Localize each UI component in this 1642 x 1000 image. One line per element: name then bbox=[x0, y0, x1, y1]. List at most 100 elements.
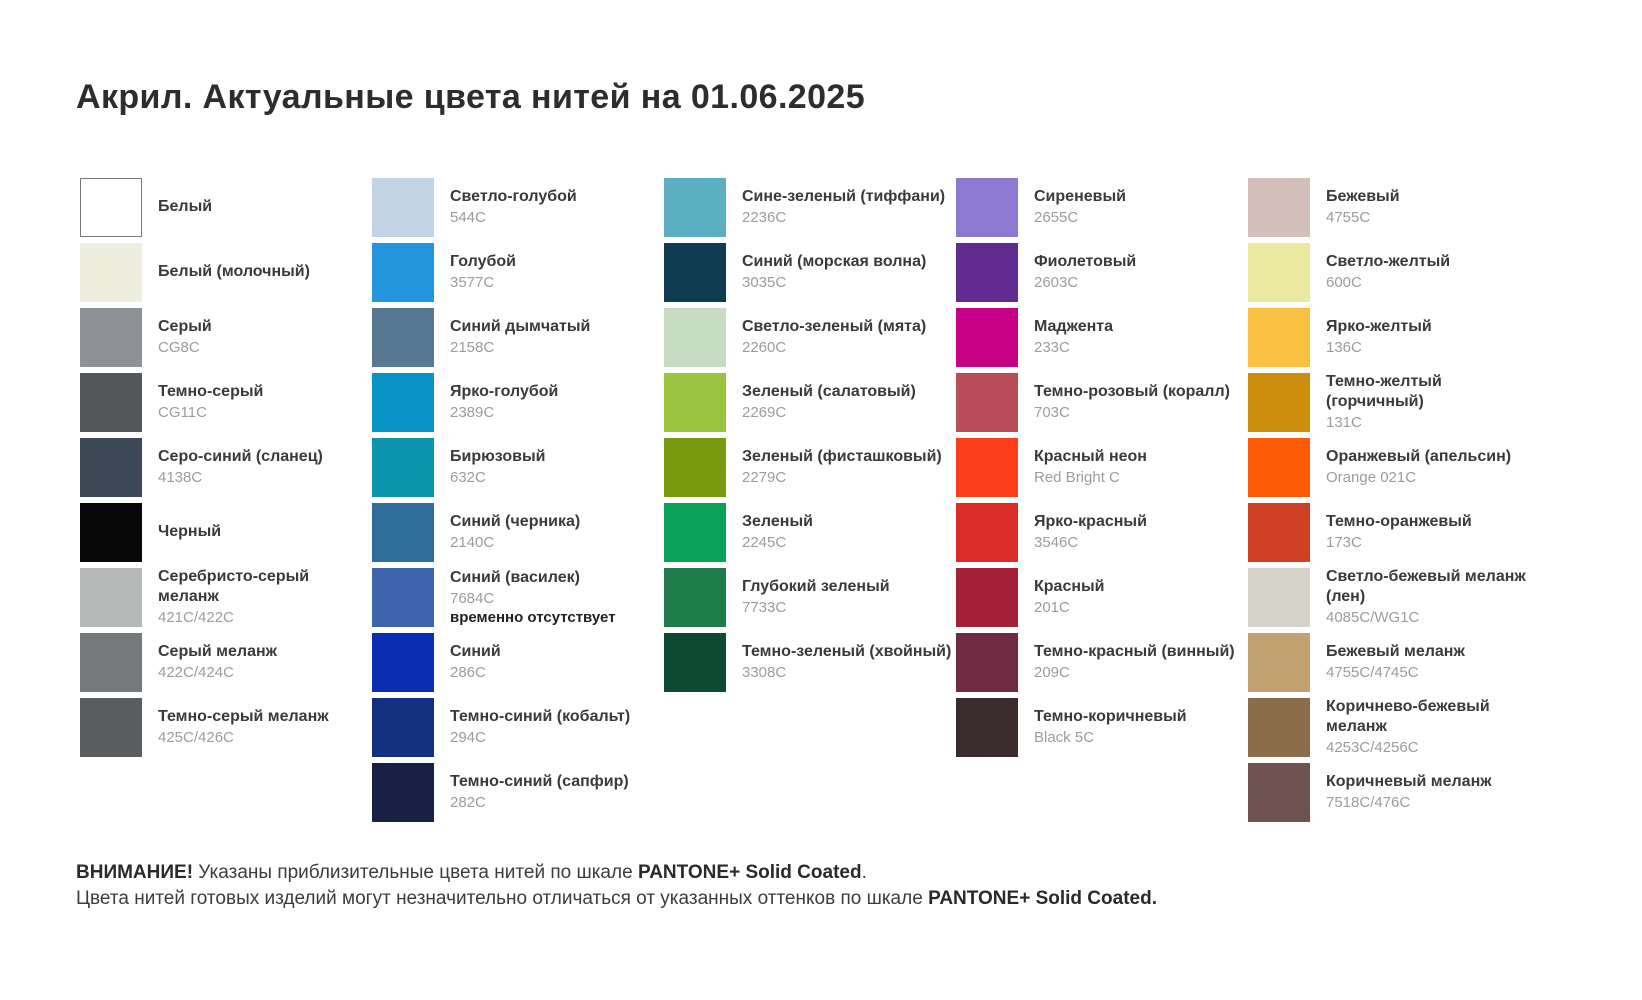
footer-line-1: ВНИМАНИЕ! Указаны приблизительные цвета … bbox=[76, 862, 867, 883]
color-name: Темно-коричневый bbox=[1034, 708, 1187, 725]
color-label: Синий дымчатый 2158C bbox=[450, 317, 662, 357]
color-swatch bbox=[372, 242, 434, 302]
color-code: 4253C/4256C bbox=[1326, 739, 1419, 756]
color-label: Бирюзовый 632C bbox=[450, 447, 662, 487]
color-label: Красный неон Red Bright C bbox=[1034, 447, 1246, 487]
color-swatch bbox=[80, 502, 142, 562]
color-swatch bbox=[664, 242, 726, 302]
color-name: Красный bbox=[1034, 578, 1105, 595]
color-label: Светло-желтый 600C bbox=[1326, 252, 1540, 292]
color-label: Светло-голубой 544C bbox=[450, 187, 662, 227]
color-item: Серебристо-серый меланж 421C/422C bbox=[80, 567, 372, 627]
color-item: Ярко-желтый 136C bbox=[1248, 307, 1540, 367]
color-swatch bbox=[1248, 242, 1310, 302]
color-swatch bbox=[956, 242, 1018, 302]
color-swatch bbox=[80, 632, 142, 692]
color-swatch bbox=[80, 567, 142, 627]
color-label: Коричневый меланж 7518C/476C bbox=[1326, 772, 1540, 812]
color-label: Темно-серый CG11C bbox=[158, 382, 370, 422]
color-label: Сиреневый 2655C bbox=[1034, 187, 1246, 227]
color-item: Красный неон Red Bright C bbox=[956, 437, 1248, 497]
color-name: Светло-голубой bbox=[450, 188, 577, 205]
color-name: Белый bbox=[158, 198, 213, 215]
color-item: Маджента 233C bbox=[956, 307, 1248, 367]
color-swatch bbox=[956, 567, 1018, 627]
color-swatch bbox=[956, 502, 1018, 562]
color-swatch bbox=[956, 437, 1018, 497]
color-code: 600C bbox=[1326, 274, 1362, 291]
color-item: Темно-синий (кобальт) 294C bbox=[372, 697, 664, 757]
color-label: Коричнево-бежевый меланж 4253C/4256C bbox=[1326, 697, 1540, 757]
color-code: Black 5C bbox=[1034, 729, 1095, 746]
color-label: Фиолетовый 2603C bbox=[1034, 252, 1246, 292]
color-item: Бирюзовый 632C bbox=[372, 437, 664, 497]
color-name: Оранжевый (апельсин) bbox=[1326, 448, 1512, 465]
color-item: Темно-синий (сапфир) 282C bbox=[372, 762, 664, 822]
color-code: 4755C bbox=[1326, 209, 1371, 226]
color-swatch bbox=[664, 437, 726, 497]
color-item: Зеленый 2245C bbox=[664, 502, 956, 562]
color-label: Серый CG8C bbox=[158, 317, 370, 357]
color-item: Коричневый меланж 7518C/476C bbox=[1248, 762, 1540, 822]
color-label: Темно-оранжевый 173C bbox=[1326, 512, 1540, 552]
color-name: Сиреневый bbox=[1034, 188, 1126, 205]
color-item: Зеленый (фисташковый) 2279C bbox=[664, 437, 956, 497]
color-item: Темно-серый меланж 425C/426C bbox=[80, 697, 372, 757]
color-name: Красный неон bbox=[1034, 448, 1147, 465]
color-name: Ярко-желтый bbox=[1326, 318, 1432, 335]
color-swatch bbox=[372, 372, 434, 432]
color-code: 4138C bbox=[158, 469, 203, 486]
color-label: Ярко-желтый 136C bbox=[1326, 317, 1540, 357]
color-item: Коричнево-бежевый меланж 4253C/4256C bbox=[1248, 697, 1540, 757]
color-code: Orange 021C bbox=[1326, 469, 1417, 486]
color-item: Зеленый (салатовый) 2269C bbox=[664, 372, 956, 432]
color-swatch bbox=[1248, 762, 1310, 822]
color-label: Голубой 3577C bbox=[450, 252, 662, 292]
color-swatch bbox=[664, 502, 726, 562]
color-name: Темно-синий (сапфир) bbox=[450, 773, 629, 790]
color-name: Коричнево-бежевый меланж bbox=[1326, 698, 1490, 735]
color-swatch bbox=[664, 372, 726, 432]
color-name: Голубой bbox=[450, 253, 516, 270]
color-swatch bbox=[80, 242, 142, 302]
color-name: Темно-оранжевый bbox=[1326, 513, 1472, 530]
color-name: Светло-желтый bbox=[1326, 253, 1451, 270]
color-code: 3308C bbox=[742, 664, 787, 681]
color-item: Темно-желтый (горчичный) 131C bbox=[1248, 372, 1540, 432]
color-label: Темно-красный (винный) 209C bbox=[1034, 642, 1246, 682]
color-name: Темно-синий (кобальт) bbox=[450, 708, 631, 725]
color-code: 2279C bbox=[742, 469, 787, 486]
color-item: Сиреневый 2655C bbox=[956, 177, 1248, 237]
color-name: Светло-бежевый меланж (лен) bbox=[1326, 568, 1526, 605]
color-swatch bbox=[956, 177, 1018, 237]
color-label: Темно-зеленый (хвойный) 3308C bbox=[742, 642, 954, 682]
color-item: Белый (молочный) bbox=[80, 242, 372, 302]
color-code: CG8C bbox=[158, 339, 200, 356]
color-name: Темно-серый bbox=[158, 383, 264, 400]
color-label: Синий (морская волна) 3035C bbox=[742, 252, 954, 292]
color-item: Оранжевый (апельсин) Orange 021C bbox=[1248, 437, 1540, 497]
color-code: 7733C bbox=[742, 599, 787, 616]
color-code: 2158C bbox=[450, 339, 495, 356]
color-code: 7518C/476C bbox=[1326, 794, 1411, 811]
color-name: Коричневый меланж bbox=[1326, 773, 1492, 790]
color-item: Ярко-голубой 2389C bbox=[372, 372, 664, 432]
color-code: 173C bbox=[1326, 534, 1362, 551]
color-name: Темно-серый меланж bbox=[158, 708, 329, 725]
color-label: Глубокий зеленый 7733C bbox=[742, 577, 954, 617]
color-name: Серый bbox=[158, 318, 212, 335]
color-swatch bbox=[956, 307, 1018, 367]
color-name: Серый меланж bbox=[158, 643, 277, 660]
color-item: Синий (морская волна) 3035C bbox=[664, 242, 956, 302]
footer-note: ВНИМАНИЕ! Указаны приблизительные цвета … bbox=[76, 860, 1157, 912]
color-code: Red Bright C bbox=[1034, 469, 1120, 486]
color-name: Синий дымчатый bbox=[450, 318, 591, 335]
color-name: Серо-синий (сланец) bbox=[158, 448, 323, 465]
color-column: Белый Белый (молочный) Серый CG8C Темно-… bbox=[80, 177, 372, 827]
color-name: Синий (черника) bbox=[450, 513, 581, 530]
color-swatch bbox=[372, 567, 434, 627]
color-name: Синий bbox=[450, 643, 501, 660]
color-code: 233C bbox=[1034, 339, 1070, 356]
color-name: Темно-зеленый (хвойный) bbox=[742, 643, 952, 660]
